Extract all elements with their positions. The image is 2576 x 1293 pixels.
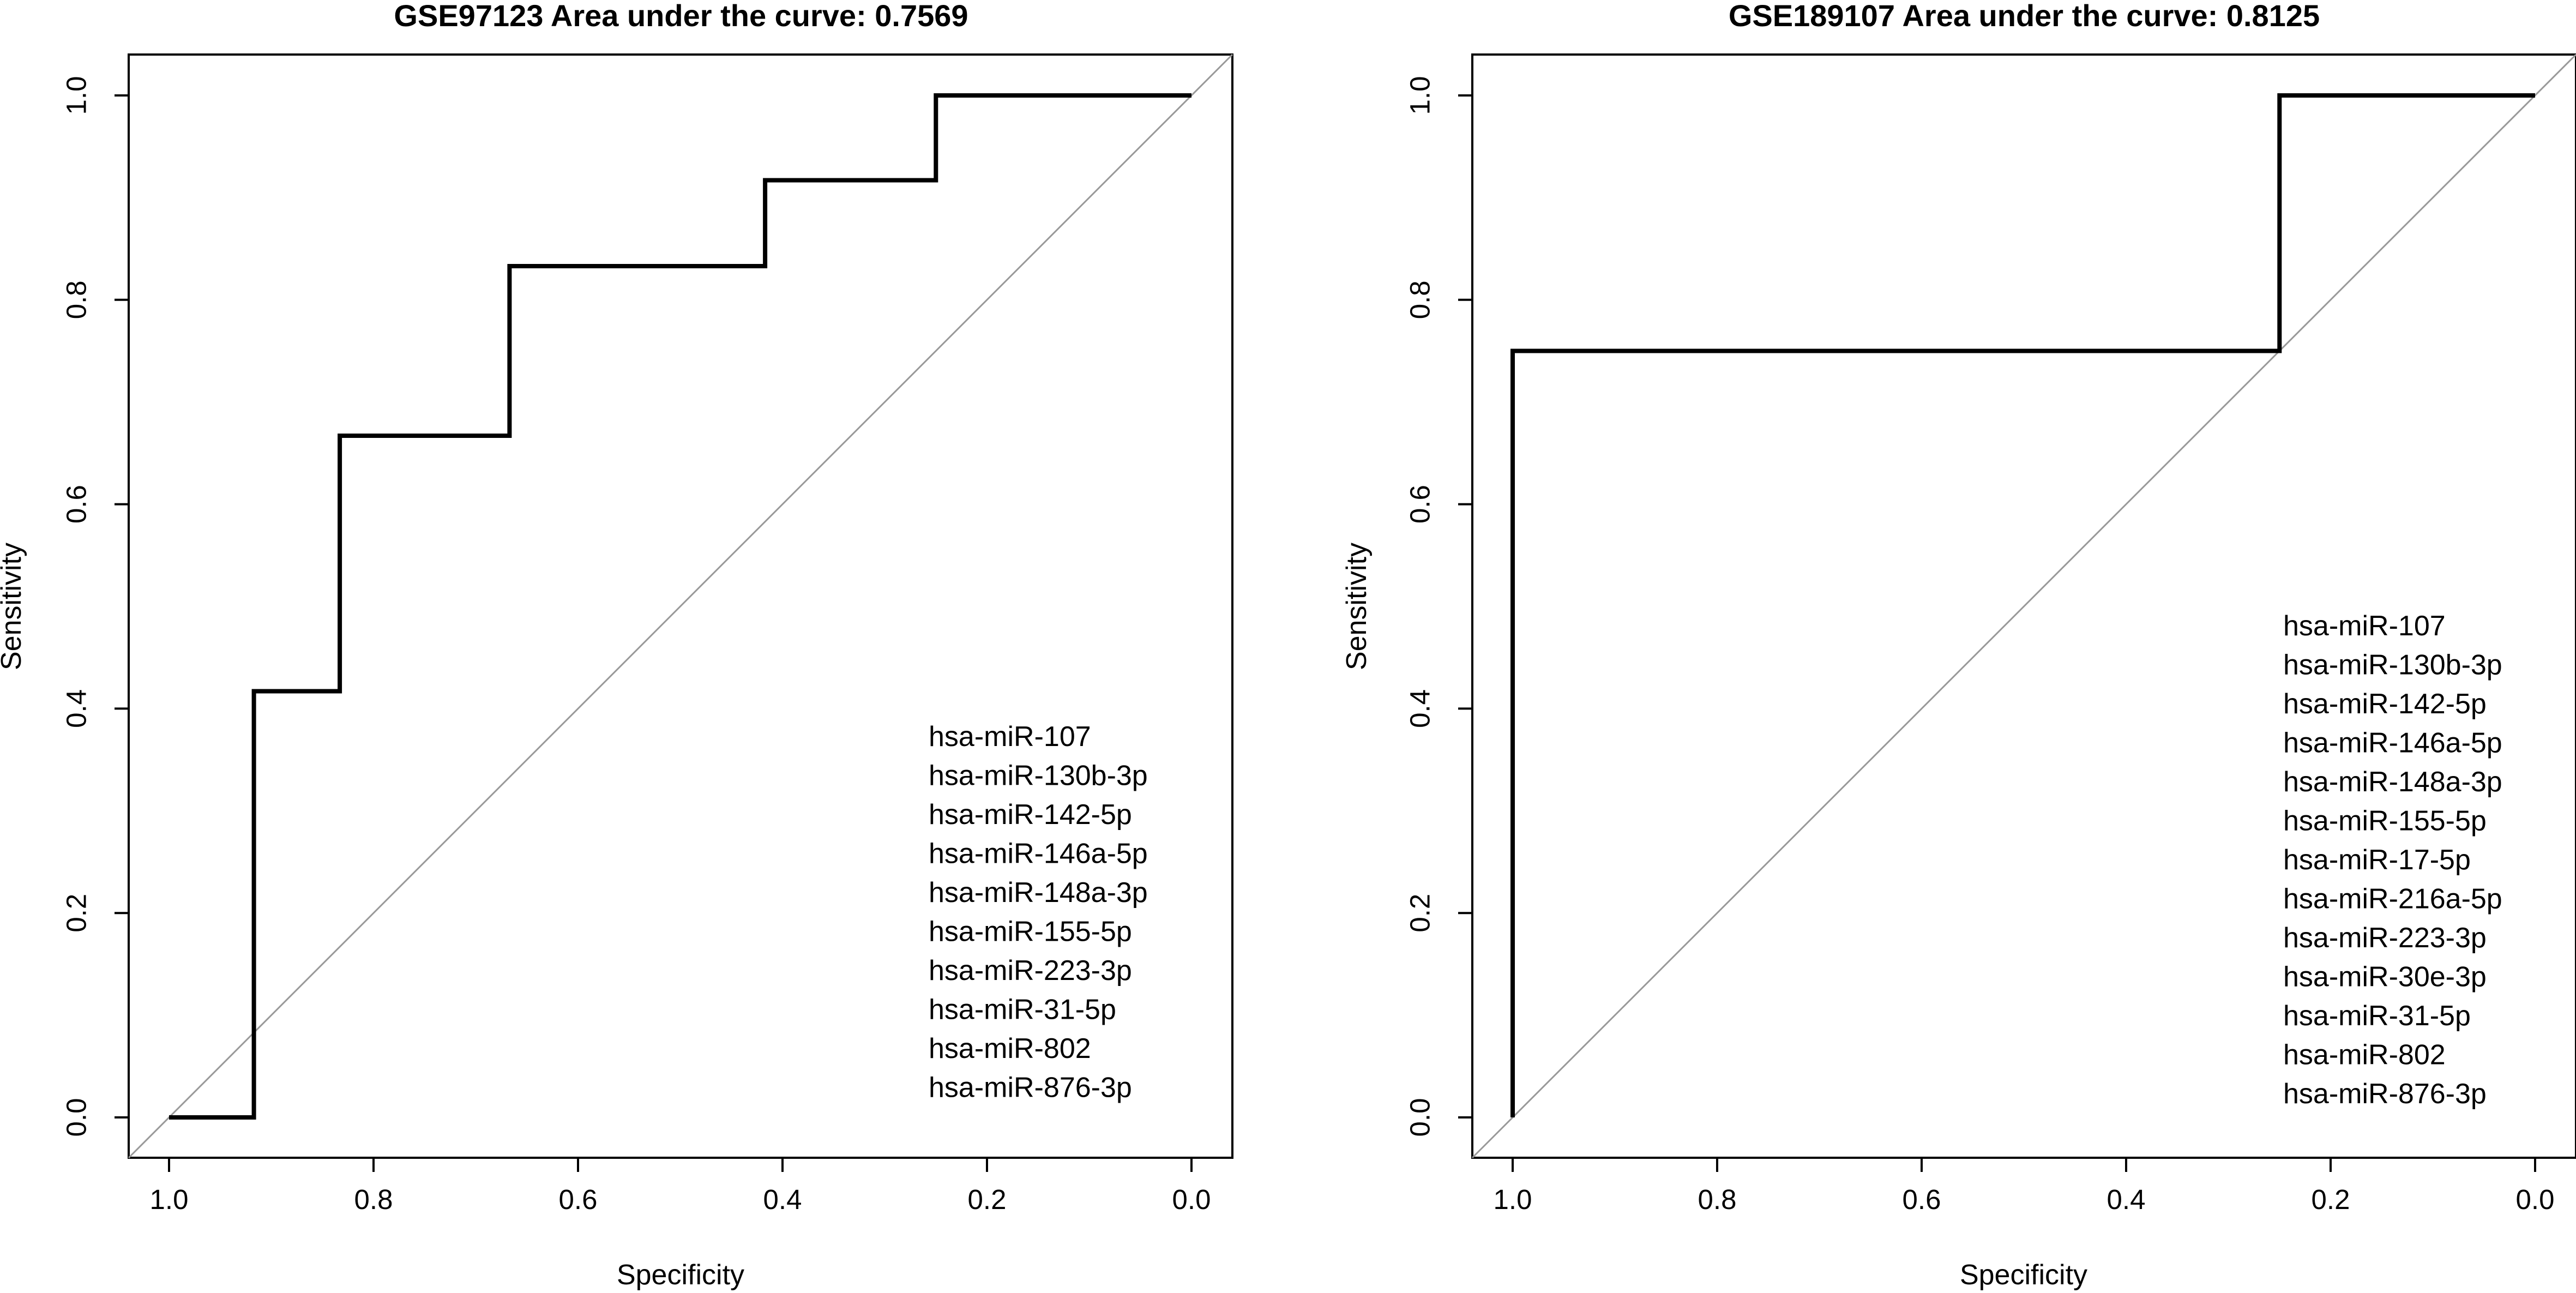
legend-item: hsa-miR-146a-5p (929, 838, 1148, 870)
diagonal-reference-line (1471, 53, 2576, 1159)
x-axis-title: Specificity (1960, 1259, 2087, 1291)
y-tick-label: 0.0 (61, 1098, 92, 1137)
legend: hsa-miR-107 hsa-miR-130b-3p hsa-miR-142-5p… (2283, 610, 2502, 1110)
x-tick-label: 0.2 (2312, 1184, 2350, 1215)
legend-item: hsa-miR-31-5p (929, 994, 1116, 1026)
x-axis-title: Specificity (617, 1259, 744, 1291)
legend-item: hsa-miR-876-3p (929, 1072, 1132, 1104)
roc-curve (1510, 93, 2535, 1117)
x-ticks: 1.0 0.8 0.6 0.4 0.2 0.0 (1494, 1158, 2555, 1215)
roc-panel-left: GSE97123 Area under the curve: 0.7569 1.… (0, 0, 1233, 1291)
chart-title: GSE97123 Area under the curve: 0.7569 (394, 0, 968, 33)
y-axis: 0.0 0.2 0.4 0.6 0.8 1.0 (1405, 76, 1473, 1137)
x-tick-label: 0.8 (354, 1184, 393, 1215)
legend-item: hsa-miR-31-5p (2283, 1000, 2471, 1032)
y-axis: 0.0 0.2 0.4 0.6 0.8 1.0 (61, 76, 130, 1137)
legend-item: hsa-miR-802 (2283, 1039, 2446, 1071)
legend-item: hsa-miR-130b-3p (2283, 649, 2502, 681)
legend-item: hsa-miR-155-5p (2283, 805, 2487, 837)
legend-item: hsa-miR-130b-3p (929, 760, 1148, 792)
x-tick-label: 0.6 (559, 1184, 598, 1215)
y-tick-label: 0.4 (61, 689, 92, 728)
y-tick-label: 1.0 (1405, 76, 1436, 115)
roc-curve (169, 93, 1191, 1120)
legend-item: hsa-miR-30e-3p (2283, 961, 2487, 993)
y-ticks: 0.0 0.2 0.4 0.6 0.8 1.0 (61, 76, 129, 1137)
legend-item: hsa-miR-216a-5p (2283, 883, 2502, 915)
legend-item: hsa-miR-876-3p (2283, 1078, 2487, 1110)
y-ticks: 0.0 0.2 0.4 0.6 0.8 1.0 (1405, 76, 1472, 1137)
x-tick-label: 0.2 (968, 1184, 1007, 1215)
y-tick-label: 0.4 (1405, 689, 1436, 728)
y-tick-label: 1.0 (61, 76, 92, 115)
x-tick-label: 1.0 (1494, 1184, 1532, 1215)
legend-item: hsa-miR-155-5p (929, 916, 1132, 948)
legend-item: hsa-miR-107 (2283, 610, 2446, 642)
legend-item: hsa-miR-17-5p (2283, 844, 2471, 876)
x-tick-label: 0.4 (763, 1184, 802, 1215)
legend-item: hsa-miR-146a-5p (2283, 727, 2502, 759)
y-tick-label: 0.6 (1405, 485, 1436, 524)
x-tick-label: 1.0 (150, 1184, 189, 1215)
legend-item: hsa-miR-148a-3p (2283, 766, 2502, 798)
y-tick-label: 0.6 (61, 485, 92, 524)
x-ticks: 1.0 0.8 0.6 0.4 0.2 0.0 (150, 1158, 1211, 1215)
y-tick-label: 0.2 (61, 894, 92, 933)
roc-panel-right: GSE189107 Area under the curve: 0.8125 1… (1341, 0, 2576, 1291)
y-tick-label: 0.8 (1405, 280, 1436, 319)
legend-item: hsa-miR-802 (929, 1033, 1091, 1065)
x-axis: 1.0 0.8 0.6 0.4 0.2 0.0 (1494, 1157, 2555, 1215)
y-tick-label: 0.8 (61, 280, 92, 319)
y-axis-title: Sensitivity (0, 543, 27, 670)
x-tick-label: 0.6 (1903, 1184, 1941, 1215)
legend-item: hsa-miR-223-3p (2283, 922, 2487, 954)
legend-item: hsa-miR-107 (929, 721, 1091, 753)
legend-item: hsa-miR-148a-3p (929, 877, 1148, 909)
diagonal-reference-line (128, 53, 1233, 1159)
x-tick-label: 0.4 (2107, 1184, 2146, 1215)
x-tick-label: 0.0 (2516, 1184, 2555, 1215)
x-tick-label: 0.8 (1698, 1184, 1737, 1215)
legend-item: hsa-miR-142-5p (2283, 688, 2487, 720)
chart-title: GSE189107 Area under the curve: 0.8125 (1729, 0, 2320, 33)
legend-item: hsa-miR-142-5p (929, 799, 1132, 831)
y-axis-title: Sensitivity (1341, 543, 1373, 670)
y-tick-label: 0.0 (1405, 1098, 1436, 1137)
legend-item: hsa-miR-223-3p (929, 955, 1132, 987)
legend: hsa-miR-107 hsa-miR-130b-3p hsa-miR-142-5p… (929, 721, 1148, 1104)
x-tick-label: 0.0 (1172, 1184, 1211, 1215)
y-tick-label: 0.2 (1405, 894, 1436, 933)
x-axis: 1.0 0.8 0.6 0.4 0.2 0.0 (150, 1157, 1211, 1215)
